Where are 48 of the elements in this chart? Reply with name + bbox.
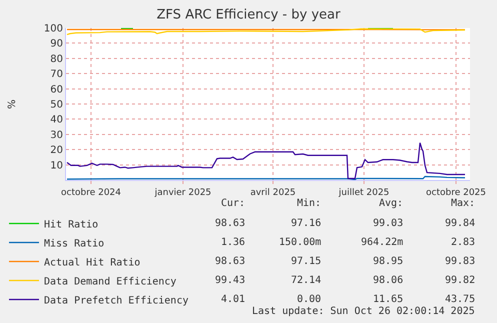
y-tick-label: 40 bbox=[50, 114, 63, 126]
text: 72.14 bbox=[291, 275, 322, 286]
line-series bbox=[66, 142, 466, 180]
y-tick-label: 80 bbox=[50, 54, 63, 65]
x-tick-label: janvier 2025 bbox=[154, 188, 212, 198]
text: 964.22m bbox=[361, 237, 404, 248]
y-tick-label: 20 bbox=[50, 145, 63, 156]
text: 98.95 bbox=[373, 256, 404, 267]
text: 98.06 bbox=[373, 275, 404, 286]
text: 99.43 bbox=[215, 275, 246, 286]
legend-label: Data Prefetch Efficiency bbox=[44, 295, 188, 306]
text: Min: bbox=[297, 198, 322, 209]
y-axis-title: % bbox=[7, 99, 18, 109]
text: Cur: bbox=[221, 198, 246, 209]
text: Max: bbox=[451, 198, 476, 209]
y-tick-label: 70 bbox=[50, 69, 63, 80]
y-tick-label: 50 bbox=[50, 100, 63, 110]
text: 11.65 bbox=[373, 294, 404, 305]
text: 97.16 bbox=[291, 218, 322, 229]
y-tick-label: 100 bbox=[44, 24, 63, 34]
legend-label: Data Demand Efficiency bbox=[44, 276, 176, 288]
text: Last update: Sun Oct 26 02:00:14 2025 bbox=[252, 306, 475, 317]
x-tick-label: juillet 2025 bbox=[338, 188, 390, 198]
text: 150.00m bbox=[279, 237, 322, 248]
text: 4.01 bbox=[221, 294, 246, 305]
text: 99.83 bbox=[445, 256, 476, 267]
y-tick-label: 90 bbox=[50, 38, 63, 50]
y-tick-label: 30 bbox=[50, 130, 63, 141]
text: 99.82 bbox=[445, 275, 476, 286]
text: 98.63 bbox=[215, 218, 246, 229]
y-tick-label: 10 bbox=[50, 160, 63, 172]
text: 99.84 bbox=[445, 218, 476, 229]
text: 0.00 bbox=[297, 294, 322, 305]
x-tick-label: avril 2025 bbox=[250, 188, 296, 198]
chart-title: ZFS ARC Efficiency - by year bbox=[156, 8, 341, 23]
text: 98.63 bbox=[215, 256, 246, 267]
y-tick-label: 60 bbox=[50, 84, 63, 96]
x-tick-label: octobre 2024 bbox=[60, 188, 122, 198]
text: 97.15 bbox=[291, 256, 322, 267]
text: Avg: bbox=[379, 198, 404, 209]
x-tick-label: octobre 2025 bbox=[426, 188, 486, 198]
text: 1.36 bbox=[221, 237, 246, 248]
legend-label: Miss Ratio bbox=[44, 238, 104, 250]
text: 43.75 bbox=[445, 294, 476, 305]
legend-label: Hit Ratio bbox=[44, 219, 98, 230]
legend-label: Actual Hit Ratio bbox=[44, 257, 140, 268]
text: 2.83 bbox=[451, 237, 476, 248]
text: 99.03 bbox=[373, 218, 404, 229]
